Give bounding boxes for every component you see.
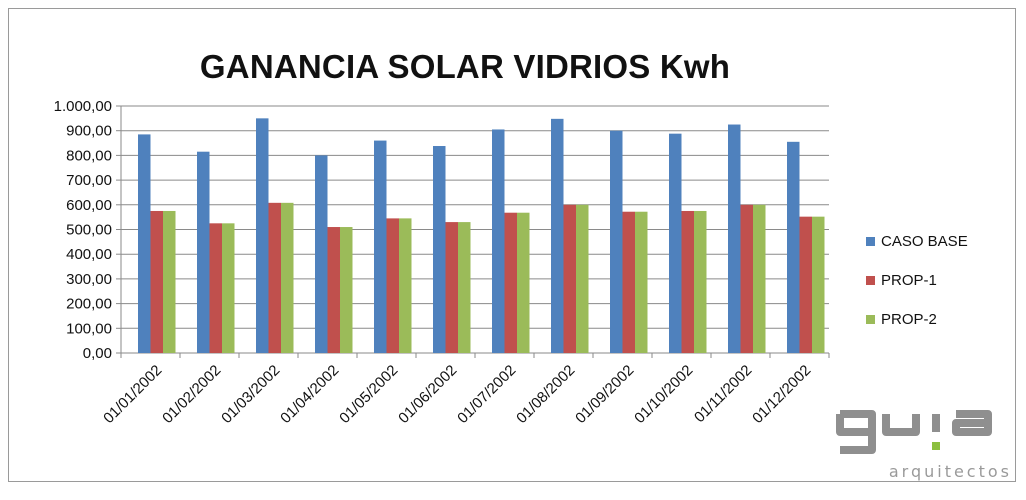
bar-caso-base-4 xyxy=(315,155,328,353)
legend-label-prop-2: PROP-2 xyxy=(881,310,937,328)
chart-title: GANANCIA SOLAR VIDRIOS Kwh xyxy=(199,48,731,85)
legend-label-prop-1: PROP-1 xyxy=(881,271,937,289)
bar-prop-2-3 xyxy=(281,202,294,353)
bar-prop-1-3 xyxy=(268,202,281,353)
bar-prop-1-2 xyxy=(209,223,222,353)
x-tick-label: 01/09/2002 xyxy=(572,362,637,427)
y-tick-label: 600,00 xyxy=(66,197,112,214)
x-tick-label: 01/11/2002 xyxy=(691,362,755,426)
x-tick-label: 01/04/2002 xyxy=(277,362,342,427)
bar-prop-1-6 xyxy=(445,222,458,353)
y-tick-label: 100,00 xyxy=(66,320,112,337)
y-tick-label: 300,00 xyxy=(66,271,112,288)
bar-prop-2-9 xyxy=(635,211,648,353)
bar-caso-base-1 xyxy=(138,134,151,353)
bar-prop-2-1 xyxy=(163,210,176,353)
bar-prop-1-1 xyxy=(150,210,163,353)
bar-prop-1-8 xyxy=(563,204,576,353)
bar-prop-1-7 xyxy=(504,212,517,353)
legend-item-caso-base: CASO BASE xyxy=(866,228,968,254)
bar-prop-1-12 xyxy=(799,216,812,353)
y-tick-label: 200,00 xyxy=(66,296,112,313)
bar-prop-2-11 xyxy=(753,204,766,353)
bar-caso-base-11 xyxy=(728,124,741,354)
legend: CASO BASE PROP-1 PROP-2 xyxy=(866,228,968,345)
y-tick-label: 1.000,00 xyxy=(54,98,112,115)
x-tick-label: 01/02/2002 xyxy=(159,362,224,427)
bar-caso-base-12 xyxy=(787,141,800,353)
y-tick-label: 700,00 xyxy=(66,172,112,189)
x-tick-label: 01/10/2002 xyxy=(631,362,696,427)
bar-caso-base-7 xyxy=(492,129,505,353)
bar-prop-1-10 xyxy=(681,210,694,353)
x-tick-label: 01/03/2002 xyxy=(218,362,283,427)
legend-swatch-prop-2 xyxy=(866,314,875,324)
bar-caso-base-10 xyxy=(669,133,682,353)
x-tick-label: 01/06/2002 xyxy=(395,362,460,427)
bar-prop-2-6 xyxy=(458,222,471,353)
y-tick-label: 800,00 xyxy=(66,147,112,164)
bar-prop-2-7 xyxy=(517,212,530,353)
x-tick-label: 01/01/2002 xyxy=(100,362,165,427)
bar-prop-1-9 xyxy=(622,211,635,353)
bar-prop-1-4 xyxy=(327,227,340,353)
bar-caso-base-6 xyxy=(433,146,446,353)
legend-swatch-prop-1 xyxy=(866,275,875,285)
y-tick-label: 0,00 xyxy=(83,345,112,362)
y-tick-label: 900,00 xyxy=(66,123,112,140)
x-tick-label: 01/05/2002 xyxy=(336,362,401,427)
legend-item-prop-2: PROP-2 xyxy=(866,306,968,332)
bar-prop-2-2 xyxy=(222,223,235,353)
legend-item-prop-1: PROP-1 xyxy=(866,267,968,293)
bar-prop-2-5 xyxy=(399,218,412,353)
legend-label-caso-base: CASO BASE xyxy=(881,232,968,250)
guia-logo-icon xyxy=(836,410,992,454)
bar-caso-base-8 xyxy=(551,118,564,354)
bar-caso-base-2 xyxy=(197,151,210,353)
watermark-logo: arquitectos xyxy=(832,406,1012,490)
bar-prop-1-5 xyxy=(386,218,399,353)
bar-prop-2-12 xyxy=(812,216,825,353)
y-tick-label: 400,00 xyxy=(66,246,112,263)
logo-dot xyxy=(932,442,940,450)
x-tick-label: 01/08/2002 xyxy=(513,362,578,427)
bar-caso-base-3 xyxy=(256,118,269,353)
legend-swatch-caso-base xyxy=(866,236,875,246)
bar-caso-base-5 xyxy=(374,140,387,353)
bar-prop-2-10 xyxy=(694,210,707,353)
x-tick-label: 01/07/2002 xyxy=(454,362,519,427)
watermark-tagline: arquitectos xyxy=(888,462,1012,481)
x-tick-label: 01/12/2002 xyxy=(749,362,814,427)
bar-caso-base-9 xyxy=(610,130,623,353)
bar-prop-2-8 xyxy=(576,204,589,353)
bar-prop-1-11 xyxy=(740,204,753,353)
y-tick-label: 500,00 xyxy=(66,222,112,239)
bar-prop-2-4 xyxy=(340,227,353,353)
